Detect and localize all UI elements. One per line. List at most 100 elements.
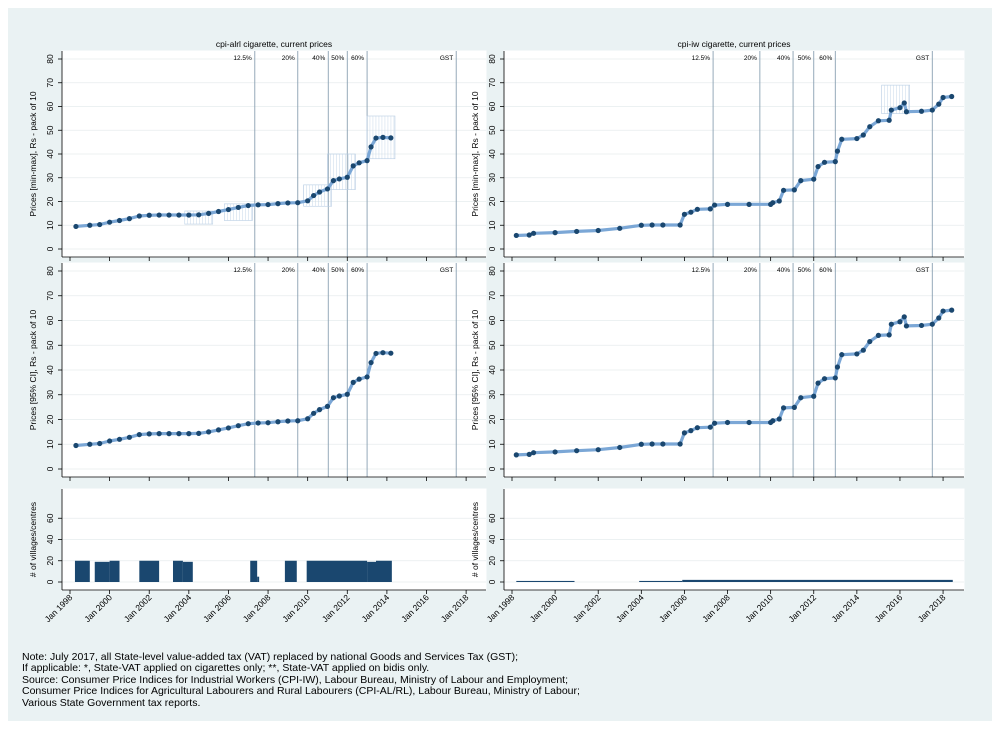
tax-line-label: 50%	[798, 267, 811, 274]
data-point	[574, 228, 580, 235]
data-point	[936, 315, 942, 321]
bar	[94, 561, 110, 582]
bar	[172, 560, 183, 582]
data-point	[368, 144, 374, 150]
bar	[74, 560, 90, 582]
data-point	[886, 117, 892, 123]
y-tick-label: 40	[487, 535, 497, 545]
tax-line-label: 40%	[777, 55, 790, 62]
x-tick-label: Jan 2008	[241, 592, 273, 624]
data-point	[324, 403, 331, 409]
data-point	[897, 105, 903, 111]
y-tick-label: 30	[45, 173, 55, 183]
data-point	[811, 393, 817, 399]
data-point	[156, 431, 162, 437]
data-point	[330, 395, 337, 401]
x-tick-label: Jan 2016	[873, 592, 905, 624]
data-point	[867, 338, 873, 345]
tax-line-label: 40%	[312, 55, 325, 62]
data-point	[649, 222, 655, 228]
data-point	[617, 444, 623, 451]
tax-line-label: 60%	[819, 267, 832, 274]
data-point	[356, 160, 362, 166]
data-point	[324, 186, 331, 192]
data-point	[87, 222, 93, 228]
data-point	[311, 410, 317, 416]
x-tick-label: Jan 2008	[700, 592, 732, 624]
x-tick-label: Jan 1998	[485, 592, 517, 624]
data-point	[368, 359, 374, 366]
data-point	[694, 206, 700, 212]
bar	[250, 560, 258, 582]
data-point	[388, 135, 394, 141]
tax-line-label: 50%	[331, 55, 344, 62]
data-point	[901, 314, 907, 320]
y-tick-label: 10	[45, 439, 55, 449]
tax-line-label: 50%	[798, 55, 811, 62]
bar	[376, 560, 392, 582]
bar	[182, 561, 193, 582]
tax-line-label: 60%	[819, 55, 832, 62]
y-tick-label: 60	[45, 316, 55, 326]
chart-title: cpi-iw cigarette, current prices	[678, 39, 791, 49]
data-point	[235, 423, 241, 429]
x-tick-label: Jan 2012	[320, 592, 352, 624]
y-tick-label: 60	[45, 513, 55, 523]
y-tick-label: 30	[487, 173, 497, 183]
chart-title: cpi-alrl cigarette, current prices	[216, 39, 332, 49]
bar	[367, 561, 376, 582]
data-point	[854, 135, 860, 142]
data-point	[373, 350, 379, 357]
x-tick-label: Jan 2002	[571, 592, 603, 624]
x-tick-label: Jan 2014	[359, 592, 391, 624]
data-point	[356, 376, 362, 382]
y-tick-label: 70	[45, 78, 55, 88]
data-point	[126, 216, 133, 222]
y-tick-label: 70	[487, 291, 497, 301]
data-point	[215, 427, 222, 433]
y-axis-label: Prices [min-max], Rs - pack of 10	[470, 91, 480, 216]
data-point	[681, 430, 688, 436]
tax-line-label: 12.5%	[233, 267, 252, 274]
data-point	[380, 350, 386, 356]
data-point	[918, 108, 925, 114]
data-point	[526, 451, 532, 457]
data-point	[724, 419, 731, 426]
data-point	[724, 201, 731, 207]
x-tick-label: Jan 2006	[201, 592, 233, 624]
data-point	[860, 347, 866, 353]
data-point	[688, 428, 694, 434]
bar	[257, 576, 260, 582]
x-tick-label: Jan 2006	[657, 592, 689, 624]
data-point	[186, 431, 192, 437]
data-point	[839, 352, 845, 358]
data-point	[265, 420, 271, 426]
y-axis-label: Prices [95% CI], Rs - pack of 10	[470, 310, 480, 431]
data-point	[350, 163, 356, 169]
data-point	[660, 222, 666, 228]
data-point	[677, 441, 683, 447]
data-point	[791, 404, 797, 410]
note-line: Various State Government tax reports.	[22, 696, 201, 709]
y-tick-label: 60	[487, 102, 497, 112]
data-point	[707, 206, 713, 212]
bar	[639, 580, 683, 582]
bar	[139, 560, 160, 582]
data-point	[867, 124, 873, 130]
x-tick-label: Jan 2012	[786, 592, 818, 624]
data-point	[373, 135, 379, 141]
data-point	[316, 189, 323, 195]
data-point	[146, 431, 152, 437]
data-point	[344, 174, 350, 180]
tax-line-label: 40%	[312, 267, 325, 274]
data-point	[364, 374, 370, 380]
data-point	[336, 176, 342, 182]
data-point	[595, 447, 601, 453]
y-tick-label: 40	[487, 365, 497, 375]
note-line: Consumer Price Indices for Agricultural …	[22, 685, 580, 698]
data-point	[770, 418, 776, 424]
data-point	[73, 223, 79, 230]
tax-line-label: GST	[440, 267, 453, 274]
data-point	[350, 379, 356, 385]
